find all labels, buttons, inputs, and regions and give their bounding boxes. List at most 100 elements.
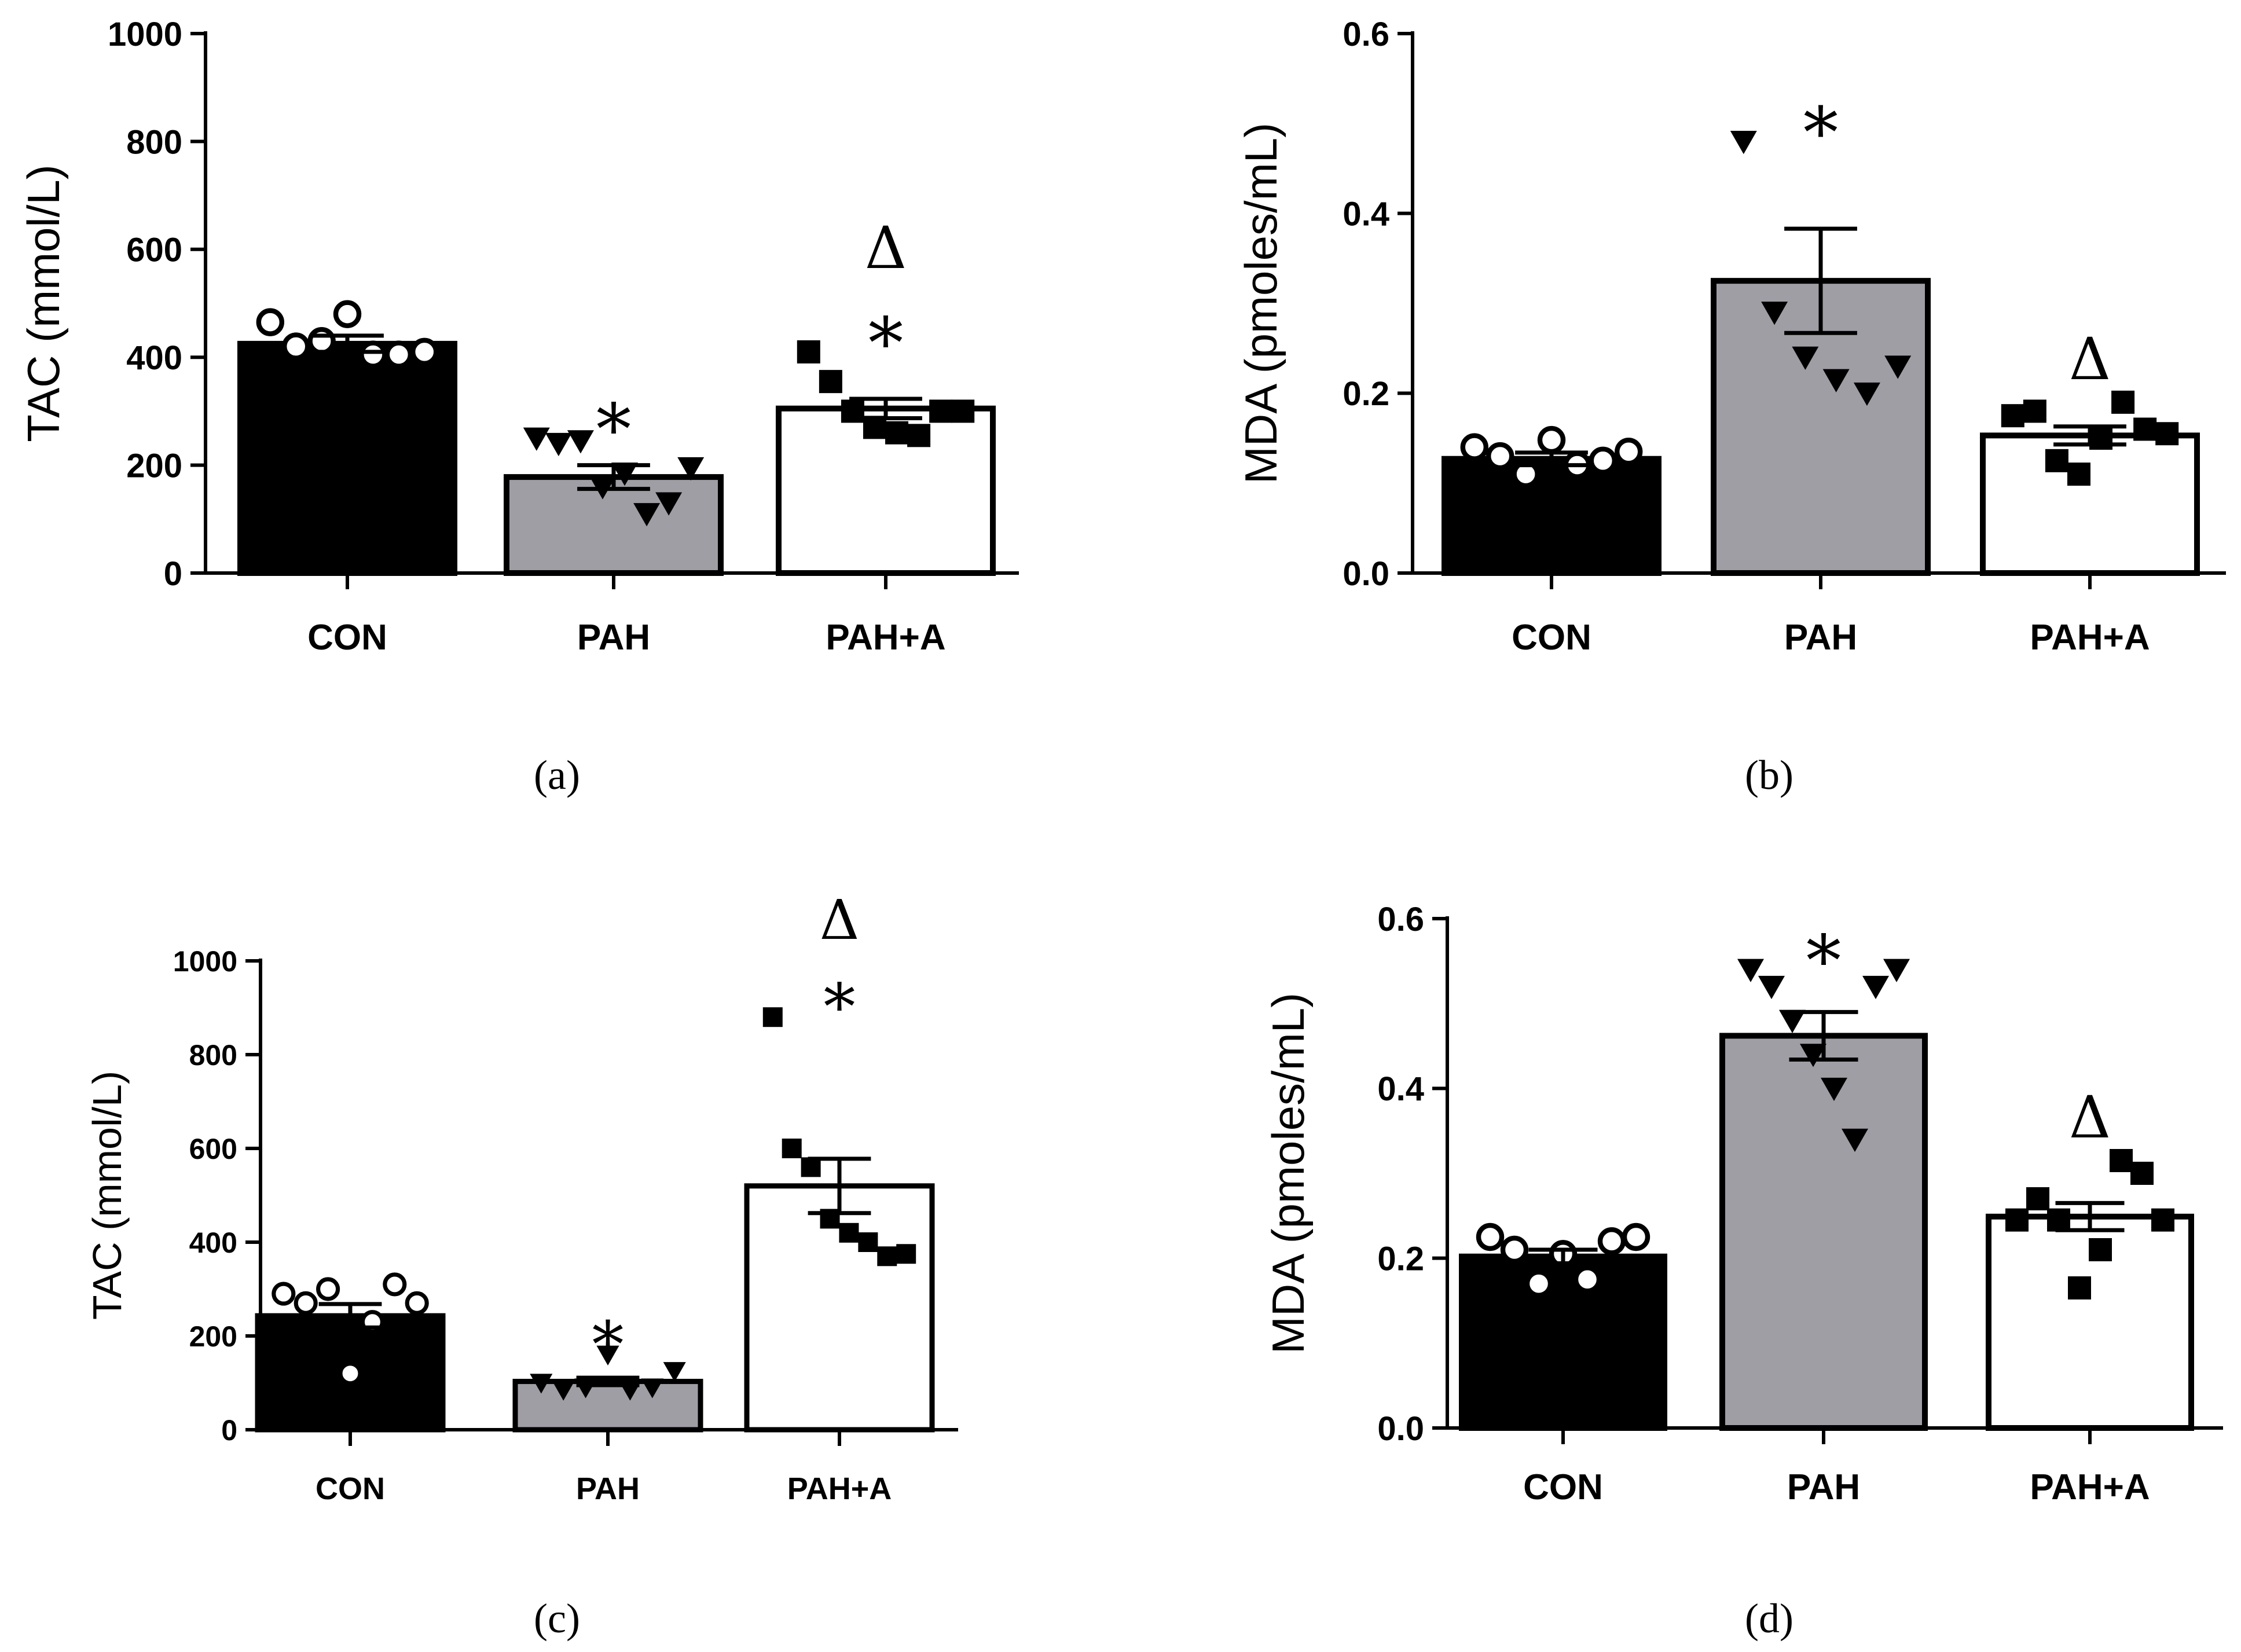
y-axis-title: MDA (pmoles/mL) xyxy=(1235,123,1286,484)
data-point xyxy=(1589,446,1618,475)
data-point xyxy=(1822,369,1850,392)
y-tick-label: 0 xyxy=(164,555,182,593)
data-point xyxy=(1792,346,1819,370)
data-point xyxy=(359,340,387,369)
data-point xyxy=(2111,390,2135,414)
data-point xyxy=(1614,438,1643,466)
data-point xyxy=(1573,1265,1602,1294)
significance-delta: Δ xyxy=(2069,325,2111,393)
data-point xyxy=(1842,1128,1868,1152)
data-point xyxy=(596,1345,619,1365)
data-point xyxy=(2023,399,2046,423)
data-point xyxy=(1512,460,1540,489)
category-label: PAH+A xyxy=(2030,618,2150,658)
y-tick-label: 0.4 xyxy=(1377,1070,1424,1108)
data-point xyxy=(530,1374,553,1394)
bar-pah-plus-a xyxy=(1980,432,2200,577)
data-point xyxy=(2047,1208,2070,1232)
data-point xyxy=(272,1282,296,1306)
significance-star: * xyxy=(592,1308,624,1382)
data-point xyxy=(2005,1208,2029,1232)
category-label: PAH+A xyxy=(787,1471,892,1506)
data-point xyxy=(333,300,362,328)
data-point xyxy=(797,340,820,364)
panel-label: (c) xyxy=(534,1595,580,1642)
data-point xyxy=(294,1291,318,1315)
data-point xyxy=(1758,975,1785,1000)
data-point xyxy=(405,1291,429,1315)
y-axis-title: MDA (pmoles/mL) xyxy=(1263,993,1314,1354)
bar-pah xyxy=(512,1379,703,1433)
significance-star: * xyxy=(868,302,904,384)
data-point xyxy=(567,430,594,454)
y-tick-label: 0.6 xyxy=(1343,16,1389,53)
y-tick-label: 400 xyxy=(126,339,182,377)
category-label: PAH xyxy=(1784,618,1857,658)
chart-panel-a: 0 200 400 600 800 1000 CON PAH PAH+A TAC (mmol/L)… xyxy=(18,16,1019,798)
category-label: PAH xyxy=(1787,1467,1860,1507)
y-tick-label: 800 xyxy=(189,1039,237,1071)
data-point xyxy=(951,399,975,423)
y-tick-label: 0.4 xyxy=(1343,196,1389,233)
data-point xyxy=(1853,382,1880,406)
category-label: PAH+A xyxy=(2030,1467,2150,1507)
data-point xyxy=(762,1007,783,1027)
data-point xyxy=(1800,1044,1826,1067)
y-tick-label: 0.2 xyxy=(1377,1240,1424,1278)
y-tick-label: 400 xyxy=(189,1227,237,1259)
y-tick-label: 1000 xyxy=(108,16,182,53)
y-axis-title: TAC (mmol/L) xyxy=(18,164,69,442)
category-label: PAH+A xyxy=(826,618,945,658)
bar-pah xyxy=(504,474,724,576)
data-point xyxy=(1821,1077,1847,1102)
y-tick-label: 600 xyxy=(189,1133,237,1165)
data-point xyxy=(1597,1227,1626,1255)
data-point xyxy=(819,370,842,394)
significance-star: * xyxy=(1806,920,1842,1002)
data-point xyxy=(655,492,683,516)
data-point xyxy=(1779,1009,1806,1033)
data-point xyxy=(1737,959,1764,982)
data-point xyxy=(896,1244,916,1264)
data-point xyxy=(2155,422,2179,446)
panel-label: (b) xyxy=(1745,752,1793,798)
data-point xyxy=(877,1246,897,1266)
chart-panel-c: 0 200 400 600 800 1000 CON PAH PAH+A TAC (mmol/L)… xyxy=(85,889,958,1642)
y-tick-label: 600 xyxy=(126,232,182,269)
y-tick-label: 0.0 xyxy=(1377,1410,1424,1448)
data-point xyxy=(782,1139,802,1158)
y-tick-label: 1000 xyxy=(173,945,237,978)
data-point xyxy=(641,1378,664,1398)
data-point xyxy=(383,1272,407,1297)
data-point xyxy=(545,432,572,457)
significance-star: * xyxy=(1803,92,1839,174)
data-point xyxy=(929,399,953,423)
category-label: CON xyxy=(307,618,387,658)
significance-delta: Δ xyxy=(2069,1084,2111,1151)
chart-panel-b: 0.0 0.2 0.4 0.6 CON PAH PAH+A MDA (pmoles/mL) * Δ… xyxy=(1235,16,2226,798)
data-point xyxy=(677,457,705,481)
data-point xyxy=(338,1361,362,1386)
data-point xyxy=(2067,462,2090,486)
data-point xyxy=(256,308,284,336)
category-label: PAH xyxy=(576,1471,640,1506)
data-point xyxy=(384,340,413,369)
data-point xyxy=(1862,975,1889,1000)
data-point xyxy=(1486,442,1514,471)
data-point xyxy=(1622,1223,1651,1251)
data-point xyxy=(2089,1238,2112,1261)
y-tick-label: 200 xyxy=(126,447,182,484)
data-point xyxy=(2133,417,2157,441)
y-tick-label: 200 xyxy=(189,1320,237,1353)
bar-con xyxy=(1442,456,1662,577)
data-point xyxy=(307,327,336,355)
panel-label: (a) xyxy=(534,752,580,798)
bar-con xyxy=(237,340,457,577)
y-tick-label: 0.0 xyxy=(1343,555,1389,593)
chart-panel-d: 0.0 0.2 0.4 0.6 CON PAH PAH+A MDA (pmoles/mL) * Δ… xyxy=(1263,901,2223,1642)
data-point xyxy=(611,462,639,486)
data-point xyxy=(839,1223,859,1243)
significance-star: * xyxy=(824,970,856,1044)
data-point xyxy=(1884,355,1912,379)
data-point xyxy=(663,1362,686,1382)
